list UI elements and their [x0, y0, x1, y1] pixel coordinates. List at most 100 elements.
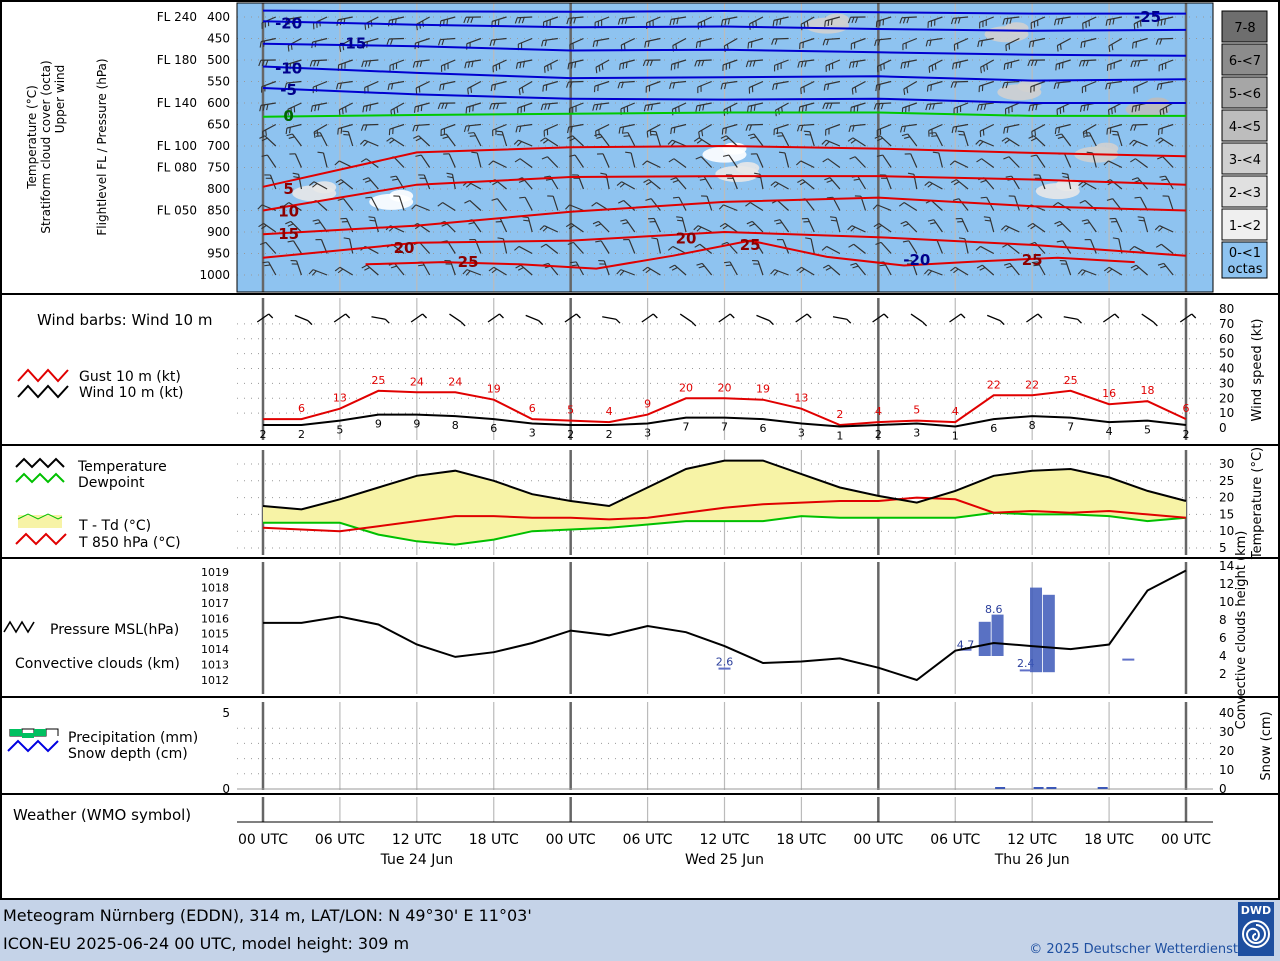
pressure-tick-label: 1015	[201, 628, 229, 641]
barb-feather	[624, 136, 630, 137]
wind-tick-label: 60	[1219, 332, 1234, 346]
gust-value-label: 13	[794, 392, 808, 405]
barb-feather	[831, 19, 832, 25]
dewpoint-legend-icon	[16, 474, 64, 482]
gust-value-label: 6	[1183, 402, 1190, 415]
wind-value-label: 3	[529, 427, 536, 440]
dwd-logo: DWD	[1238, 902, 1274, 956]
gust-value-label: 22	[1025, 378, 1039, 391]
ylabel-upper-wind: Upper wind	[53, 65, 67, 134]
convective-label: 8.6	[985, 603, 1003, 616]
convective-label: 2.6	[716, 655, 734, 668]
time-tick-label: 18 UTC	[469, 832, 519, 848]
barb-feather	[1115, 314, 1119, 318]
precip-legend-label: Precipitation (mm)	[68, 730, 198, 746]
temp-tick-label: 5	[1219, 541, 1227, 555]
cloud-legend-label: octas	[1228, 262, 1263, 277]
barb-feather	[935, 64, 936, 70]
footer: Meteogram Nürnberg (EDDN), 314 m, LAT/LO…	[0, 899, 1280, 961]
surface-wind-barb	[987, 315, 1004, 324]
barb-shaft	[902, 17, 917, 18]
surface-wind-barb	[796, 314, 811, 322]
barb-feather	[751, 42, 752, 48]
barb-feather	[495, 84, 496, 90]
flight-level-label: FL 080	[157, 161, 197, 175]
cloud-patch	[1005, 22, 1029, 34]
wind-value-label: 6	[759, 422, 766, 435]
wind-value-label: 9	[413, 418, 420, 431]
barb-shaft	[371, 317, 385, 319]
ylabel-cloud-cover: Stratiform cloud cover (octa)	[39, 60, 53, 233]
spread-legend-swatch	[18, 515, 62, 528]
flight-level-label: FL 240	[157, 10, 197, 24]
surface-wind-barb	[1180, 314, 1195, 322]
time-tick-label: 12 UTC	[392, 832, 442, 848]
day-label: Tue 24 Jun	[380, 852, 454, 868]
pressure-label: 950	[207, 247, 230, 261]
barb-feather	[314, 133, 320, 134]
barb-shaft	[911, 314, 923, 322]
barb-feather	[1035, 130, 1036, 136]
surface-wind-barb	[1142, 314, 1158, 326]
cloud-legend-label: 0-<1	[1229, 246, 1261, 261]
barb-feather	[423, 314, 427, 318]
barb-feather	[722, 129, 723, 135]
temp-tick-label: 20	[1219, 491, 1234, 505]
barb-feather	[369, 220, 375, 221]
barb-feather	[369, 217, 375, 218]
wind-ylabel: Wind speed (kt)	[1250, 319, 1265, 422]
gust-value-label: 22	[987, 378, 1001, 391]
surface-wind-barb	[1026, 314, 1041, 322]
barb-shaft	[1133, 125, 1148, 126]
barb-feather	[471, 87, 472, 93]
barb-feather	[1109, 110, 1110, 116]
gust-value-label: 20	[718, 381, 732, 394]
barb-feather	[929, 67, 930, 73]
surface-wind-barb	[488, 314, 503, 322]
surface-wind-barb	[950, 314, 965, 322]
temp-tick-label: 30	[1219, 457, 1234, 471]
wind-value-label: 9	[375, 418, 382, 431]
barb-feather	[468, 133, 474, 134]
barb-shaft	[987, 315, 1000, 320]
surface-wind-barb	[602, 317, 620, 323]
precip-bar	[1034, 787, 1044, 789]
barb-feather	[491, 85, 492, 91]
barb-shaft	[295, 315, 308, 320]
barb-feather	[1115, 107, 1116, 113]
barb-feather	[776, 133, 782, 134]
snow-ylabel: Snow (cm)	[1259, 711, 1274, 780]
wind-value-label: 7	[721, 421, 728, 434]
pressure-tick-label: 1019	[201, 566, 229, 579]
wind-tick-label: 20	[1219, 391, 1234, 405]
cloud-tick-label: 2	[1219, 667, 1227, 681]
flight-level-label: FL 100	[157, 139, 197, 153]
time-tick-label: 00 UTC	[1161, 832, 1211, 848]
barb-feather	[288, 46, 289, 52]
surface-wind-barb	[680, 314, 696, 326]
pressure-label: 1000	[199, 268, 230, 282]
precip-tick-label: 5	[222, 706, 230, 720]
pressure-label: 700	[207, 139, 230, 153]
pressure-level-labels: 4004505005506006507007508008509009501000…	[157, 10, 230, 282]
barb-feather	[266, 130, 267, 136]
barb-shaft	[568, 82, 583, 83]
precip-legend-swatch	[22, 733, 34, 738]
barb-feather	[576, 314, 580, 318]
wind-value-label: 2	[1183, 428, 1190, 441]
barb-feather	[828, 20, 829, 26]
barb-feather	[831, 220, 837, 221]
cloud-tick-label: 14	[1219, 559, 1234, 573]
temperature-panel: Temperature Dewpoint T - Td (°C) T 850 h…	[16, 447, 1265, 560]
cloud-tick-label: 10	[1219, 595, 1234, 609]
pressure-legend-icon	[4, 622, 34, 632]
time-tick-label: 12 UTC	[1007, 832, 1057, 848]
barb-feather	[346, 314, 350, 318]
barb-feather	[671, 128, 672, 134]
wind-legend-label: Wind 10 m (kt)	[79, 385, 184, 401]
t850-legend-label: T 850 hPa (°C)	[78, 535, 181, 551]
weather-title: Weather (WMO symbol)	[13, 806, 191, 824]
gust-value-label: 25	[1064, 374, 1078, 387]
barb-shaft	[602, 317, 616, 319]
